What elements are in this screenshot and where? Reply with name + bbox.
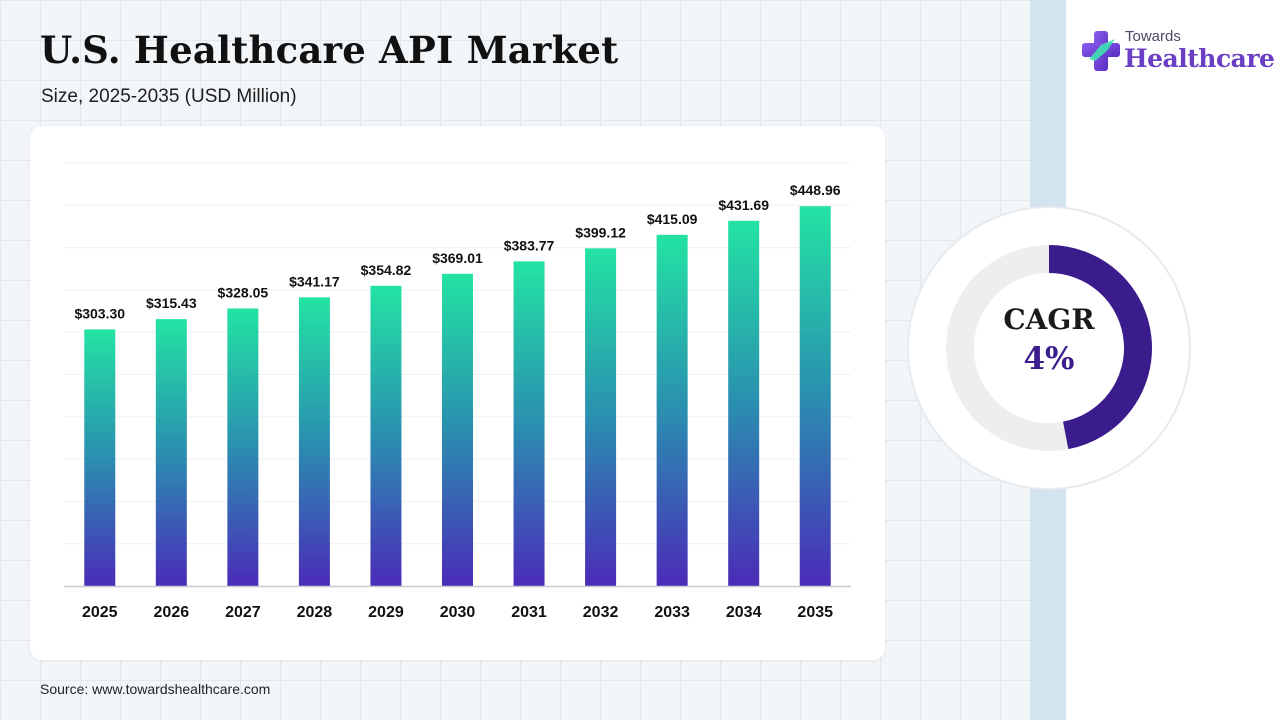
data-label-2028: $341.17 bbox=[289, 273, 340, 289]
x-tick-label: 2032 bbox=[583, 604, 619, 621]
bar-2032 bbox=[585, 248, 617, 586]
bar-chart: $303.30 2025 $315.43 2026 $328.05 2027 $341.17… bbox=[64, 162, 851, 621]
data-label-2025: $303.30 bbox=[74, 305, 125, 321]
data-label-2029: $354.82 bbox=[361, 262, 412, 278]
cagr-progress-arc bbox=[1048, 245, 1152, 450]
medical-cross-icon bbox=[1082, 31, 1120, 71]
data-label-2027: $328.05 bbox=[218, 284, 269, 300]
x-tick-label: 2026 bbox=[154, 604, 190, 621]
x-tick-label: 2030 bbox=[440, 604, 476, 621]
data-label-2026: $315.43 bbox=[146, 295, 197, 311]
x-tick-label: 2034 bbox=[726, 604, 762, 621]
data-label-2033: $415.09 bbox=[647, 211, 698, 227]
bar-2029 bbox=[370, 285, 402, 586]
bar-2033 bbox=[656, 234, 688, 586]
source-note: Source: www.towardshealthcare.com bbox=[40, 681, 271, 697]
bar-2035 bbox=[799, 206, 831, 586]
x-tick-label: 2035 bbox=[797, 604, 833, 621]
bar-2026 bbox=[155, 319, 187, 586]
bar-2027 bbox=[227, 308, 259, 586]
data-label-2035: $448.96 bbox=[790, 182, 841, 198]
cagr-label: CAGR bbox=[1003, 303, 1095, 336]
x-tick-label: 2028 bbox=[297, 604, 333, 621]
bar-2028 bbox=[298, 297, 330, 586]
cagr-donut: CAGR 4% bbox=[906, 205, 1192, 491]
chart-subtitle: Size, 2025-2035 (USD Million) bbox=[41, 86, 297, 107]
bar-2030 bbox=[442, 273, 473, 586]
towards-healthcare-logo[interactable]: Towards Healthcare bbox=[1081, 26, 1275, 82]
x-tick-label: 2027 bbox=[225, 604, 261, 621]
chart-title: U.S. Healthcare API Market bbox=[40, 28, 619, 72]
logo-text-healthcare: Healthcare bbox=[1124, 44, 1275, 73]
bar-2034 bbox=[728, 220, 760, 586]
bar-2025 bbox=[84, 329, 116, 586]
data-label-2032: $399.12 bbox=[575, 224, 626, 240]
bar-2031 bbox=[513, 261, 545, 586]
data-label-2030: $369.01 bbox=[432, 250, 483, 266]
data-label-2031: $383.77 bbox=[504, 237, 555, 253]
logo-text-towards: Towards bbox=[1125, 28, 1181, 45]
chart-card: $303.30 2025 $315.43 2026 $328.05 2027 $341.17… bbox=[30, 126, 885, 660]
x-tick-label: 2031 bbox=[511, 604, 547, 621]
cagr-value: 4% bbox=[1023, 341, 1075, 377]
cagr-ring bbox=[907, 206, 1191, 490]
x-tick-label: 2025 bbox=[82, 604, 118, 621]
x-tick-label: 2033 bbox=[654, 604, 690, 621]
data-label-2034: $431.69 bbox=[718, 197, 769, 213]
x-tick-label: 2029 bbox=[368, 604, 404, 621]
